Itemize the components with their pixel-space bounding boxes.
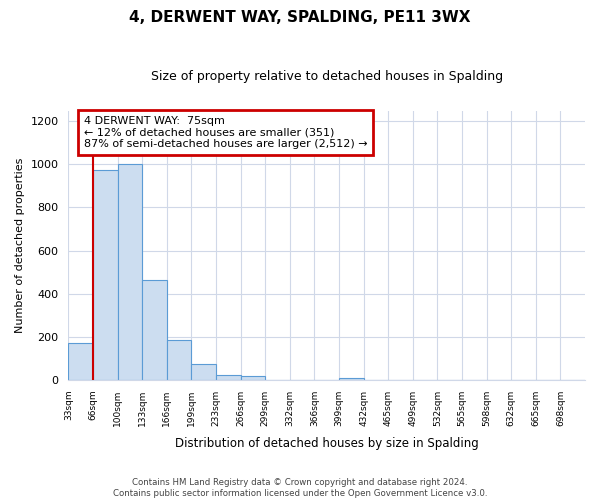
Bar [241,376,265,380]
Bar [93,170,118,380]
Bar [118,164,142,380]
Bar [142,280,167,380]
Y-axis label: Number of detached properties: Number of detached properties [15,158,25,333]
Bar [216,375,241,380]
Title: Size of property relative to detached houses in Spalding: Size of property relative to detached ho… [151,70,503,83]
Text: 4, DERWENT WAY, SPALDING, PE11 3WX: 4, DERWENT WAY, SPALDING, PE11 3WX [129,10,471,25]
Text: Contains HM Land Registry data © Crown copyright and database right 2024.
Contai: Contains HM Land Registry data © Crown c… [113,478,487,498]
Text: 4 DERWENT WAY:  75sqm
← 12% of detached houses are smaller (351)
87% of semi-det: 4 DERWENT WAY: 75sqm ← 12% of detached h… [84,116,368,149]
Bar [167,340,191,380]
Bar [339,378,364,380]
Bar [191,364,216,380]
Bar [68,343,93,380]
X-axis label: Distribution of detached houses by size in Spalding: Distribution of detached houses by size … [175,437,479,450]
